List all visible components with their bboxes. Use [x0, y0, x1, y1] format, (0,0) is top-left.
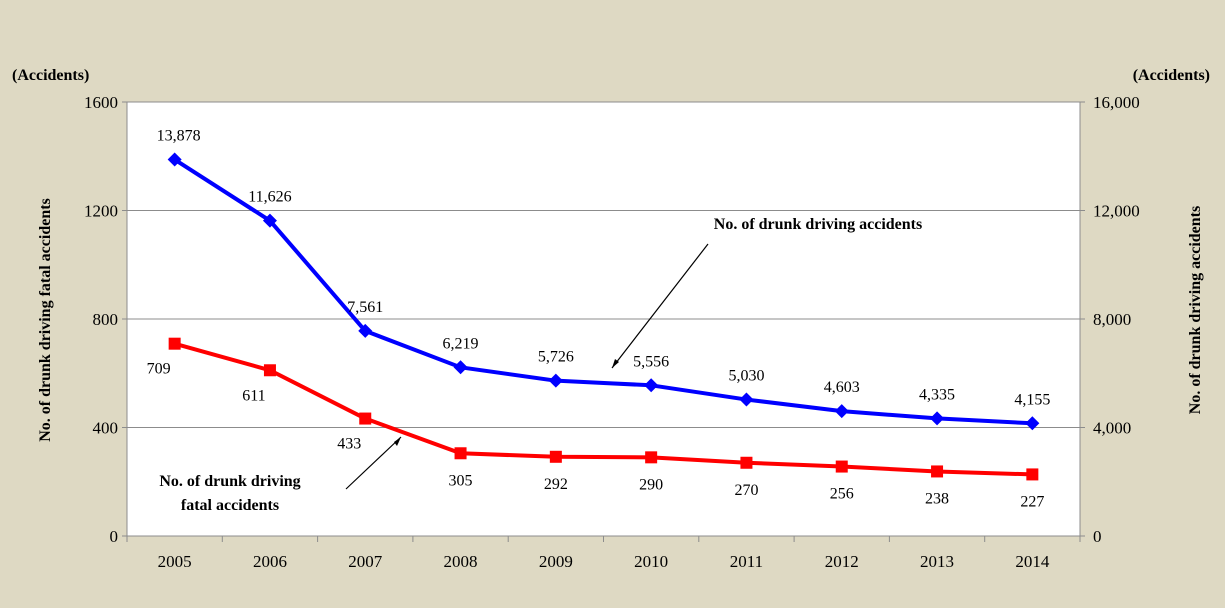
accidents-point: [1025, 416, 1040, 431]
left-axis-title: No. of drunk driving fatal accidents: [37, 198, 54, 442]
accidents-series-line: [173, 157, 1033, 426]
accidents-data-label: 11,626: [248, 189, 291, 206]
right-tick-label: 0: [1093, 527, 1102, 546]
accidents-point: [548, 373, 563, 388]
fatal-data-label: 227: [1020, 493, 1044, 510]
left-tick-label: 1600: [84, 93, 118, 112]
callout-arrowhead-fatal: [394, 437, 401, 446]
x-tick-label: 2014: [1015, 552, 1050, 571]
right-tick-label: 4,000: [1093, 419, 1131, 438]
fatal-data-label: 292: [544, 476, 568, 493]
accidents-data-label: 4,335: [919, 386, 955, 403]
right-tick-label: 12,000: [1093, 202, 1140, 221]
fatal-data-label: 290: [639, 476, 663, 493]
gridlines: [127, 101, 1080, 428]
accidents-point: [739, 392, 754, 407]
accidents-data-label: 7,561: [347, 299, 383, 316]
right-tick-label: 16,000: [1093, 93, 1140, 112]
right-axis-unit: (Accidents): [1133, 67, 1210, 84]
accidents-data-label: 5,556: [633, 353, 669, 370]
series: 13,878 11,626 7,561 6,219 5,726 5,556 5,030 4,6…: [147, 128, 1051, 511]
x-tick-label: 2012: [825, 552, 859, 571]
fatal-point: [359, 412, 372, 425]
fatal-point: [645, 451, 658, 464]
accidents-data-label: 5,726: [538, 349, 574, 366]
fatal-data-label: 238: [925, 490, 949, 507]
fatal-point: [549, 450, 562, 463]
accidents-point: [167, 152, 182, 167]
x-tick-label: 2005: [158, 552, 192, 571]
callout-arrow-fatal: [345, 436, 402, 490]
x-tick-label: 2013: [920, 552, 954, 571]
accidents-point: [930, 411, 945, 426]
left-tick-label: 1200: [84, 202, 118, 221]
accidents-data-label: 5,030: [728, 368, 764, 385]
x-tick-label: 2008: [444, 552, 478, 571]
x-tick-label: 2010: [634, 552, 668, 571]
left-tick-label: 400: [93, 419, 119, 438]
accidents-point: [262, 213, 277, 228]
fatal-point: [454, 447, 467, 460]
callout-arrow-accidents: [611, 243, 709, 369]
right-tick-label: 8,000: [1093, 310, 1131, 329]
accidents-point: [358, 323, 373, 338]
fatal-point: [1026, 468, 1039, 481]
series-callout-accidents: No. of drunk driving accidents: [714, 216, 922, 233]
fatal-data-label: 433: [337, 436, 361, 453]
accidents-data-label: 6,219: [443, 335, 479, 352]
left-tick-label: 0: [110, 527, 119, 546]
accidents-data-label: 4,603: [824, 379, 860, 396]
left-axis-unit: (Accidents): [12, 67, 89, 84]
fatal-series-line: [174, 341, 1033, 477]
fatal-data-label: 709: [147, 361, 171, 378]
fatal-point: [835, 460, 848, 473]
series-callout-fatal-line2: fatal accidents: [181, 497, 279, 514]
x-tick-label: 2007: [348, 552, 383, 571]
fatal-point: [740, 456, 753, 469]
accidents-point: [453, 360, 468, 375]
fatal-data-label: 270: [734, 482, 758, 499]
x-tick-label: 2009: [539, 552, 573, 571]
fatal-data-label: 611: [242, 387, 265, 404]
accidents-data-label: 13,878: [157, 128, 201, 145]
fatal-point: [931, 465, 944, 478]
accidents-data-label: 4,155: [1014, 391, 1050, 408]
series-callout-fatal-line1: No. of drunk driving: [159, 473, 300, 490]
labels: (Accidents) (Accidents) No. of drunk dri…: [12, 67, 1210, 514]
callout-arrowhead-accidents: [612, 359, 619, 368]
x-tick-label: 2011: [730, 552, 763, 571]
x-tick-label: 2006: [253, 552, 287, 571]
axes: 0 0 400 4,000 800 8,000 1200 12,000 1600 16,000 20…: [84, 93, 1140, 571]
left-tick-label: 800: [93, 310, 119, 329]
fatal-point: [168, 337, 181, 350]
fatal-point: [263, 364, 276, 377]
accidents-point: [834, 404, 849, 419]
fatal-data-label: 305: [449, 472, 473, 489]
accidents-point: [644, 378, 659, 393]
right-axis-title: No. of drunk driving accidents: [1187, 206, 1204, 414]
fatal-data-label: 256: [830, 486, 854, 503]
